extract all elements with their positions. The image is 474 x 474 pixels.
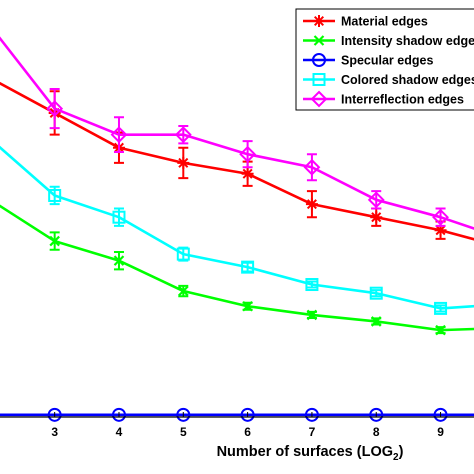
legend: Material edges Intensity shadow edges Spec…	[295, 8, 474, 111]
x-axis: 3 4 5 6 7 8 9 Number of surfaces (LOG2)	[0, 412, 474, 463]
error-bar	[49, 88, 60, 130]
error-bar	[242, 140, 253, 169]
x-tick-label: 8	[373, 425, 380, 439]
error-bar	[435, 304, 446, 313]
series-square	[0, 145, 474, 315]
x-tick-label: 9	[437, 425, 444, 439]
error-bar	[178, 246, 189, 262]
data-point	[305, 198, 318, 211]
error-bar	[113, 116, 124, 154]
legend-marker	[310, 90, 328, 108]
data-point	[305, 278, 319, 292]
data-point	[369, 407, 384, 422]
data-point	[241, 167, 254, 180]
data-point	[240, 407, 255, 422]
x-tick-label: 6	[244, 425, 251, 439]
x-tick-label: 7	[309, 425, 316, 439]
legend-entry: Colored shadow edges	[303, 73, 474, 87]
x-axis-title-subscript: 2	[393, 452, 399, 463]
legend-marker	[312, 73, 326, 86]
series-diamond	[0, 36, 474, 230]
x-tick-label: 3	[51, 425, 58, 439]
legend-label: Intensity shadow edges	[341, 34, 474, 48]
legend-label: Specular edges	[341, 54, 433, 68]
data-point	[434, 224, 447, 237]
error-bar	[242, 261, 253, 273]
data-point	[176, 247, 190, 261]
data-point	[176, 407, 191, 422]
data-point	[111, 407, 126, 422]
data-point	[434, 301, 448, 315]
series-x	[0, 204, 474, 336]
x-tick-layer: 3 4 5 6 7 8 9	[51, 412, 444, 439]
data-point	[113, 255, 125, 266]
legend-items: Material edges Intensity shadow edges Spec…	[303, 15, 474, 108]
data-point	[178, 285, 189, 297]
data-point	[303, 158, 321, 176]
data-point	[367, 191, 385, 209]
data-point	[110, 126, 128, 144]
data-point	[242, 300, 253, 312]
data-point	[112, 210, 126, 224]
data-point	[48, 188, 62, 202]
x-axis-title: Number of surfaces (LOG2)	[217, 444, 404, 463]
legend-marker	[313, 35, 325, 46]
data-point	[174, 126, 192, 144]
data-point	[369, 286, 383, 300]
error-bar	[306, 153, 317, 182]
data-point	[304, 407, 319, 422]
x-tick-label: 5	[180, 425, 187, 439]
data-point	[241, 260, 255, 274]
legend-entry: Interreflection edges	[303, 90, 464, 108]
legend-label: Material edges	[341, 15, 428, 29]
legend-marker	[313, 15, 325, 27]
error-bar	[306, 280, 317, 289]
data-point	[177, 156, 190, 169]
legend-label: Colored shadow edges	[341, 73, 474, 87]
legend-entry: Specular edges	[303, 53, 433, 68]
series-layer	[0, 36, 474, 422]
legend-entry: Material edges	[303, 15, 428, 29]
legend-marker	[312, 53, 326, 67]
data-point	[432, 208, 449, 226]
data-point	[433, 407, 448, 422]
x-axis-title-main: Number of surfaces (LOG	[217, 444, 393, 460]
data-point	[47, 407, 62, 422]
data-point	[370, 316, 382, 327]
x-tick-label: 4	[116, 425, 123, 439]
data-point	[46, 100, 64, 118]
error-bar	[371, 289, 382, 298]
data-point	[239, 145, 257, 163]
data-point	[370, 211, 383, 224]
data-point	[435, 324, 446, 336]
legend-label: Interreflection edges	[341, 93, 464, 107]
x-axis-title-suffix: )	[399, 444, 404, 460]
data-point	[306, 309, 318, 321]
data-point	[49, 235, 60, 247]
legend-entry: Intensity shadow edges	[303, 34, 474, 48]
